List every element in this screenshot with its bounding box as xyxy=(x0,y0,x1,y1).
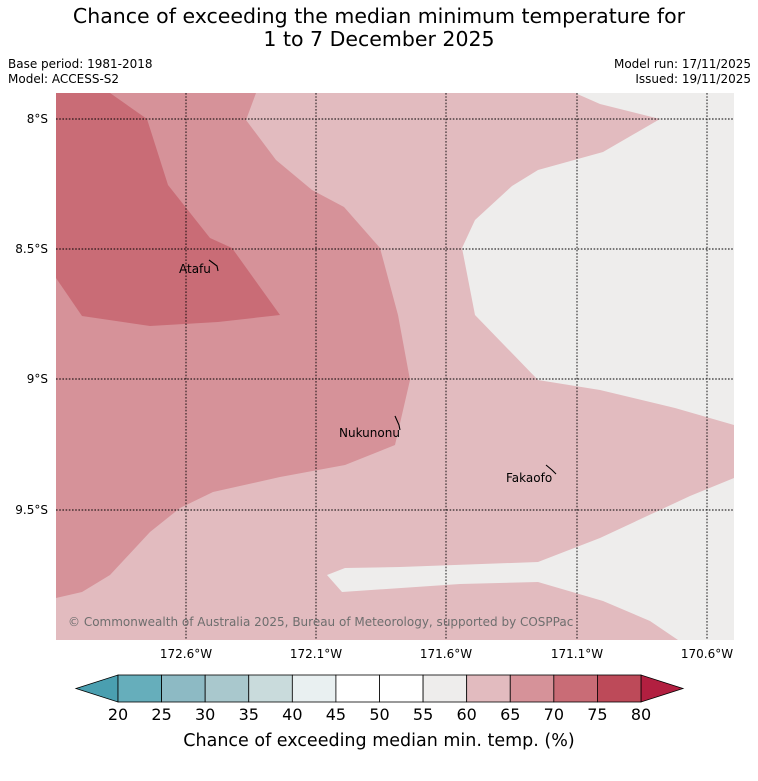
atoll-atafu-shape xyxy=(208,259,219,272)
lon-label-171-6: 171.6°W xyxy=(420,647,472,661)
colorbar-segment xyxy=(379,674,424,703)
lat-label-9-5: 9.5°S xyxy=(15,503,48,517)
atoll-fakaofo-shape xyxy=(545,464,557,475)
colorbar-segment xyxy=(248,674,293,703)
colorbar-tick-label: 60 xyxy=(456,705,476,724)
colorbar-tick-label: 35 xyxy=(239,705,259,724)
lon-label-172-1: 172.1°W xyxy=(290,647,342,661)
title-line-2: 1 to 7 December 2025 xyxy=(263,27,495,51)
atoll-nukunonu-shape xyxy=(394,415,401,431)
lon-label-172-6: 172.6°W xyxy=(160,647,212,661)
colorbar: 20 25 30 35 40 45 50 55 60 65 70 75 80 xyxy=(74,674,685,724)
probability-zones xyxy=(56,93,734,640)
issued-date: Issued: 19/11/2025 xyxy=(635,72,751,86)
colorbar-tick-label: 75 xyxy=(587,705,607,724)
colorbar-title: Chance of exceeding median min. temp. (%… xyxy=(183,731,575,751)
colorbar-segment xyxy=(509,674,555,703)
colorbar-tick-label: 80 xyxy=(631,705,651,724)
title-line-1: Chance of exceeding the median minimum t… xyxy=(72,4,686,28)
lat-label-8-5: 8.5°S xyxy=(15,242,48,256)
grid-lines xyxy=(56,93,734,640)
model-name: Model: ACCESS-S2 xyxy=(8,72,120,86)
colorbar-tick-label: 55 xyxy=(413,705,433,724)
colorbar-segment xyxy=(291,674,337,703)
place-label-nukunonu: Nukunonu xyxy=(339,426,400,440)
atolls xyxy=(208,259,557,475)
lon-label-171-1: 171.1°W xyxy=(551,647,603,661)
base-period: Base period: 1981-2018 xyxy=(8,57,153,71)
colorbar-low-extension xyxy=(74,674,119,703)
lat-label-9: 9°S xyxy=(27,372,48,386)
zone-70-75 xyxy=(56,93,280,326)
colorbar-tick-label: 45 xyxy=(326,705,346,724)
colorbar-tick-label: 70 xyxy=(544,705,564,724)
model-run: Model run: 17/11/2025 xyxy=(613,57,751,71)
place-label-fakaofo: Fakaofo xyxy=(506,471,552,485)
colorbar-segment xyxy=(466,674,511,703)
colorbar-tick-label: 20 xyxy=(108,705,128,724)
colorbar-tick-label: 65 xyxy=(500,705,520,724)
place-label-atafu: Atafu xyxy=(179,262,211,276)
meta-left: Base period: 1981-2018 Model: ACCESS-S2 xyxy=(8,57,153,87)
colorbar-tick-label: 50 xyxy=(369,705,389,724)
chart-title: Chance of exceeding the median minimum t… xyxy=(0,5,758,51)
colorbar-tick-label: 40 xyxy=(282,705,302,724)
colorbar-segment xyxy=(553,674,598,703)
colorbar-segment xyxy=(161,674,206,703)
colorbar-segment xyxy=(117,674,162,703)
lon-label-170-6: 170.6°W xyxy=(681,647,733,661)
colorbar-segment xyxy=(597,674,642,703)
colorbar-high-extension xyxy=(640,674,685,703)
colorbar-segment xyxy=(335,674,380,703)
copyright-notice: © Commonwealth of Australia 2025, Bureau… xyxy=(68,615,573,629)
lat-label-8: 8°S xyxy=(27,112,48,126)
colorbar-tick-label: 30 xyxy=(195,705,215,724)
meta-right: Model run: 17/11/2025 Issued: 19/11/2025 xyxy=(614,57,751,87)
colorbar-segment xyxy=(422,674,468,703)
colorbar-segment xyxy=(204,674,250,703)
colorbar-tick-label: 25 xyxy=(151,705,171,724)
